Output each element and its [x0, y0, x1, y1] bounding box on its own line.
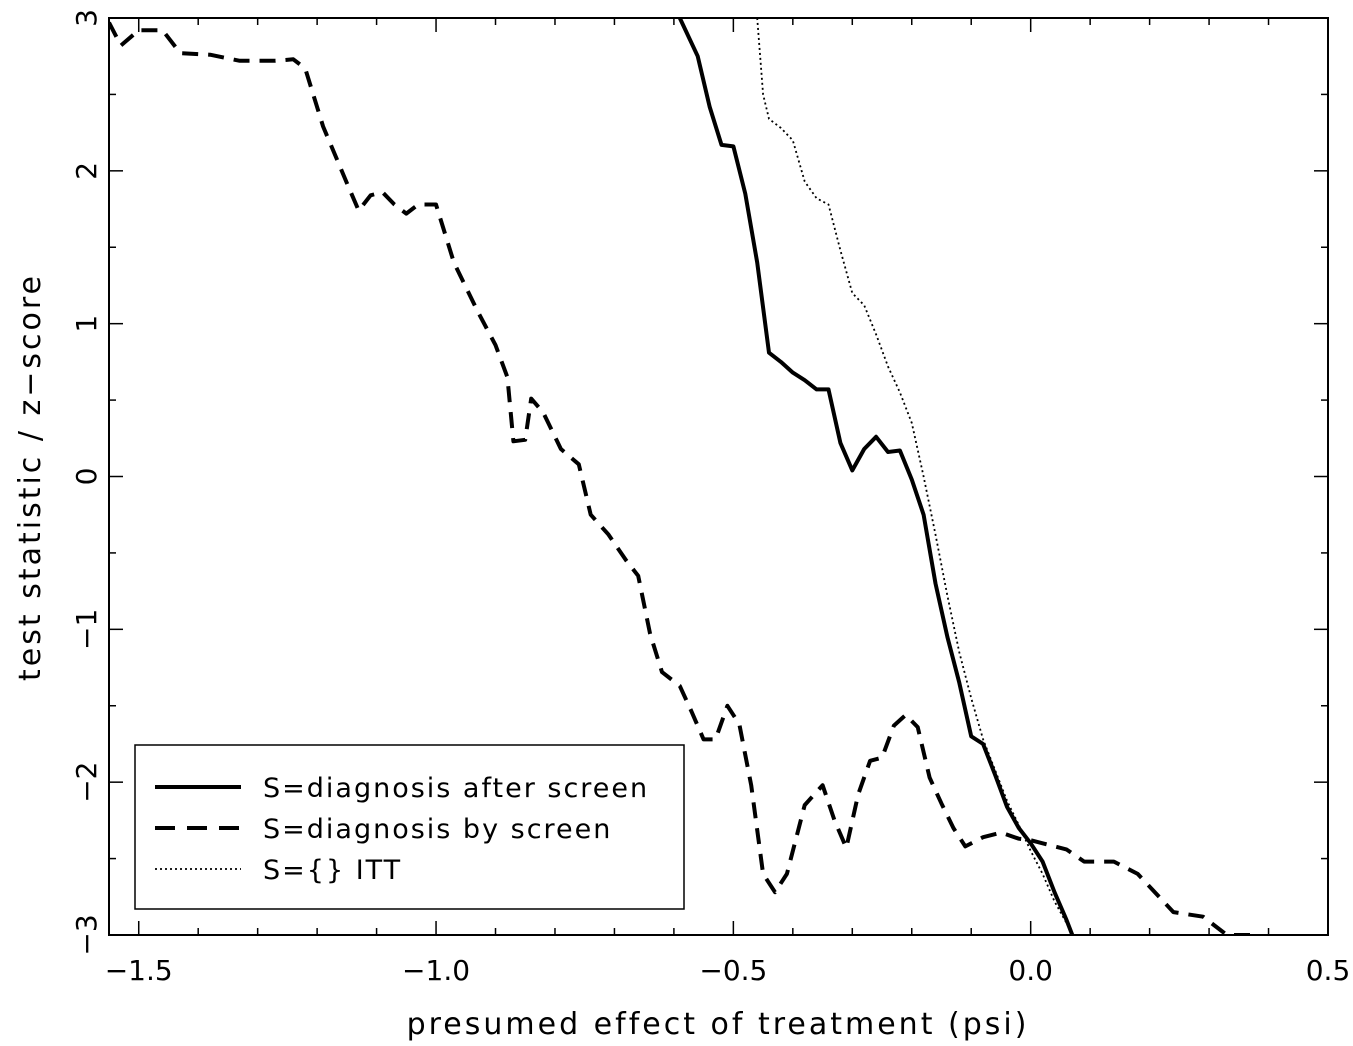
x-tick-label: 0.0	[1008, 954, 1053, 987]
series-layer	[109, 18, 1257, 935]
legend-label: S=diagnosis after screen	[263, 773, 649, 804]
series-line-3	[756, 18, 1074, 935]
x-tick-label: 0.5	[1306, 954, 1351, 987]
x-axis-label: presumed effect of treatment (psi)	[407, 1007, 1030, 1042]
series-line-2	[109, 21, 1257, 935]
y-tick-label: 3	[70, 9, 103, 27]
legend: S=diagnosis after screen S=diagnosis by s…	[134, 744, 685, 910]
y-tick-label: 1	[70, 315, 103, 333]
y-tick-label: 2	[70, 162, 103, 180]
y-tick-label: −1	[70, 609, 103, 650]
x-tick-label: −1.5	[105, 954, 173, 987]
x-tick-label: −1.0	[402, 954, 470, 987]
axes-layer: −1.5 −1.0 −0.5 0.0 0.5 −3 −2 −1 0 1 2 3	[70, 9, 1350, 987]
legend-label: S={} ITT	[263, 855, 402, 886]
legend-label: S=diagnosis by screen	[263, 814, 612, 845]
y-axis-label: test statistic / z−score	[13, 273, 48, 681]
y-tick-label: −3	[70, 914, 103, 955]
y-tick-label: −2	[70, 762, 103, 803]
y-tick-label: 0	[70, 468, 103, 486]
x-tick-label: −0.5	[699, 954, 767, 987]
series-line-1	[677, 18, 1075, 935]
